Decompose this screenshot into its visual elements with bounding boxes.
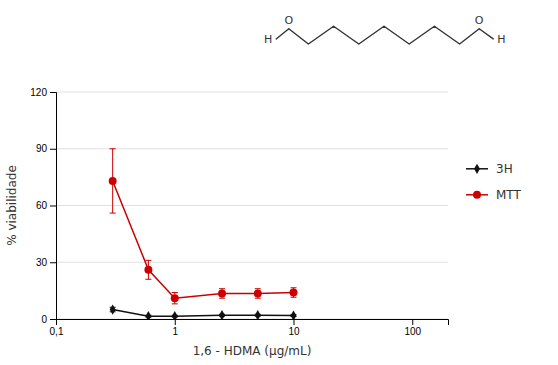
tick-label: 10 (288, 326, 300, 337)
legend: 3H MTT (466, 162, 521, 202)
legend-marker (473, 191, 481, 199)
error-bar (172, 293, 178, 304)
tick-label: 0 (41, 314, 47, 325)
tick-mark (175, 319, 176, 325)
grid-line (56, 262, 448, 263)
point (171, 294, 179, 302)
series (110, 304, 297, 319)
tick-label: 90 (36, 143, 48, 154)
plot: 0,1 1 10 100 0 30 60 90 120 1,6 - HDMA (μg/mL) % v… (5, 87, 521, 358)
tick: 100 (404, 319, 421, 337)
error-bar (145, 260, 151, 279)
point (110, 304, 116, 314)
error-bar (110, 149, 116, 213)
line (113, 310, 294, 317)
tick: 10 (288, 319, 300, 337)
x-axis: 0,1 1 10 100 (50, 319, 449, 337)
marks (109, 149, 298, 319)
error-bar (255, 289, 261, 298)
legend-label: MTT (496, 188, 521, 202)
point (290, 289, 298, 297)
point (254, 289, 262, 297)
x-axis-title: 1,6 - HDMA (μg/mL) (193, 344, 312, 358)
structure-label: O (475, 14, 484, 27)
legend-item: 3H (466, 162, 513, 176)
structure-label: O (284, 14, 293, 27)
grid-line (56, 92, 448, 93)
point (255, 310, 261, 319)
structure-chain (276, 26, 493, 44)
legend-label: 3H (496, 162, 513, 176)
tick: 120 (30, 87, 56, 98)
point (144, 266, 152, 274)
tick-label: 120 (30, 87, 47, 98)
tick-mark (50, 262, 56, 263)
point (109, 177, 117, 185)
grid (56, 92, 448, 319)
line (113, 181, 294, 298)
tick-mark (294, 319, 295, 325)
error-bar (219, 289, 225, 298)
structure-label: H (264, 33, 272, 46)
legend-marker (474, 164, 480, 174)
point (172, 311, 178, 319)
y-axis-title: % viabilidade (5, 165, 19, 246)
tick-label: 0,1 (50, 326, 64, 337)
tick: 90 (36, 143, 56, 154)
point (218, 289, 226, 297)
point (291, 310, 297, 319)
point (145, 311, 151, 319)
tick: 30 (36, 257, 56, 268)
structure: HOOH (264, 14, 506, 46)
tick-mark (50, 206, 56, 207)
error-bar (291, 288, 297, 297)
chart: 0,1 1 10 100 0 30 60 90 120 1,6 - HDMA (μg/mL) % v… (0, 0, 558, 365)
tick-label: 1 (172, 326, 178, 337)
tick: 60 (36, 200, 56, 211)
tick: 1 (172, 319, 178, 337)
tick-label: 60 (36, 200, 48, 211)
grid-line (56, 205, 448, 206)
tick-mark (412, 319, 413, 325)
tick-mark (50, 149, 56, 150)
tick-mark (50, 319, 56, 320)
tick: 0 (41, 314, 56, 325)
series (109, 149, 298, 304)
structure-label: H (497, 33, 505, 46)
y-axis: 0 30 60 90 120 (30, 87, 56, 325)
tick-mark (50, 92, 56, 93)
tick-label: 30 (36, 257, 48, 268)
point (219, 310, 225, 319)
axis-line (57, 320, 449, 326)
axis-line (50, 93, 57, 320)
legend-item: MTT (466, 188, 521, 202)
tick: 0,1 (50, 319, 64, 337)
tick-label: 100 (404, 326, 421, 337)
